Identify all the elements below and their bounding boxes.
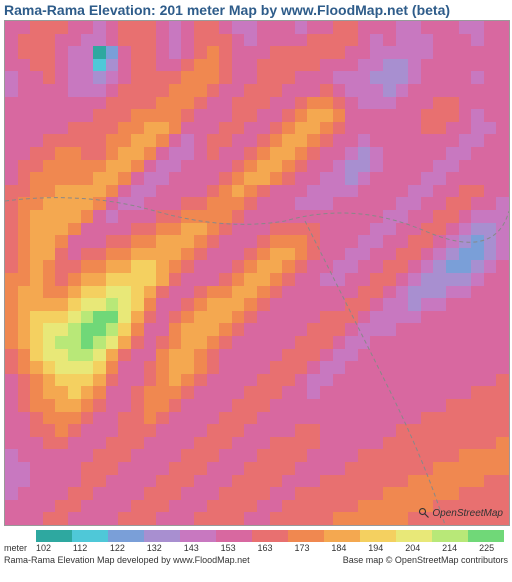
elevation-legend: meter 1021121221321431531631731841942042… <box>4 530 508 553</box>
map-title: Rama-Rama Elevation: 201 meter Map by ww… <box>0 0 512 20</box>
elevation-map[interactable]: OpenStreetMap <box>4 20 510 526</box>
map-container: Rama-Rama Elevation: 201 meter Map by ww… <box>0 0 512 565</box>
footer: Rama-Rama Elevation Map developed by www… <box>4 555 508 565</box>
legend-unit: meter <box>4 543 36 553</box>
map-grid <box>5 21 509 525</box>
legend-labels: meter 1021121221321431531631731841942042… <box>4 543 512 553</box>
magnifier-icon <box>418 507 430 519</box>
legend-bar <box>36 530 504 542</box>
footer-right: Base map © OpenStreetMap contributors <box>343 555 508 565</box>
footer-left: Rama-Rama Elevation Map developed by www… <box>4 555 250 565</box>
attribution-text: OpenStreetMap <box>432 508 503 519</box>
osm-attribution[interactable]: OpenStreetMap <box>418 507 503 519</box>
